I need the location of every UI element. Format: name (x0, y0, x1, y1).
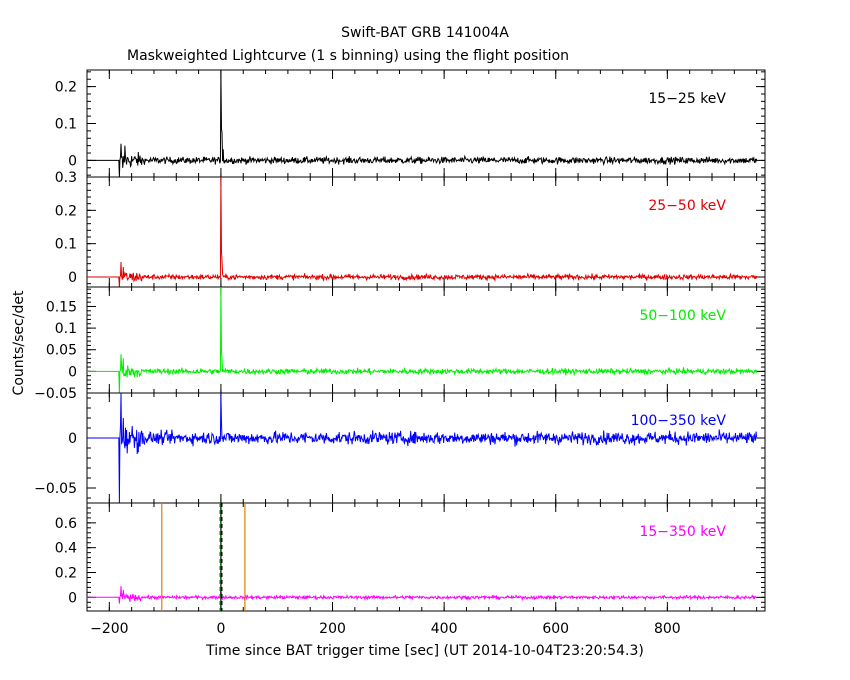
panel-frame (86, 392, 766, 504)
x-tick-label: 200 (319, 621, 346, 637)
x-tick-label: 400 (431, 621, 458, 637)
x-tick-label: 0 (216, 621, 225, 637)
x-axis-label: Time since BAT trigger time [sec] (UT 20… (205, 643, 644, 659)
y-tick-label: 0.6 (55, 516, 77, 532)
panel-label: 50−100 keV (639, 308, 726, 324)
y-tick-label: 0.1 (55, 117, 77, 133)
y-tick-label: −0.05 (34, 386, 77, 402)
light-curve (87, 286, 758, 394)
y-tick-label: 0.2 (55, 203, 77, 219)
panel-label: 100−350 keV (631, 413, 727, 429)
y-tick-label: −0.05 (34, 481, 77, 497)
panel-label: 15−350 keV (639, 524, 726, 540)
y-tick-label: 0.1 (55, 321, 77, 337)
x-tick-label: −200 (90, 621, 128, 637)
y-tick-label: 0 (68, 364, 77, 380)
y-tick-label: 0 (68, 270, 77, 286)
y-tick-label: 0 (68, 590, 77, 606)
x-tick-label: 800 (654, 621, 681, 637)
y-tick-label: 0 (68, 153, 77, 169)
light-curve (87, 392, 758, 504)
y-tick-label: 0.3 (55, 170, 77, 186)
y-tick-label: 0.2 (55, 566, 77, 582)
panel-label: 15−25 keV (648, 91, 726, 107)
y-tick-label: 0.05 (46, 343, 77, 359)
y-tick-label: 0.1 (55, 237, 77, 253)
y-tick-label: 0.4 (55, 541, 77, 557)
light-curve (87, 176, 758, 288)
chart-subtitle: Maskweighted Lightcurve (1 s binning) us… (127, 48, 569, 64)
panel-frame (86, 176, 766, 288)
chart-title: Swift-BAT GRB 141004A (341, 25, 509, 41)
x-tick-label: 600 (542, 621, 569, 637)
panel-frame (86, 286, 766, 394)
y-tick-label: 0.2 (55, 80, 77, 96)
y-axis-label: Counts/sec/det (11, 290, 27, 395)
y-tick-label: 0 (68, 431, 77, 447)
panel-label: 25−50 keV (648, 198, 726, 214)
y-tick-label: 0.15 (46, 299, 77, 315)
panel-frame (86, 502, 766, 612)
light-curve (87, 69, 758, 178)
light-curve (87, 586, 758, 604)
panels-group: 0 0.1 0.2 15−25 keV 0 0.1 0.2 0.3 25−50 keV −0.05… (34, 69, 766, 637)
